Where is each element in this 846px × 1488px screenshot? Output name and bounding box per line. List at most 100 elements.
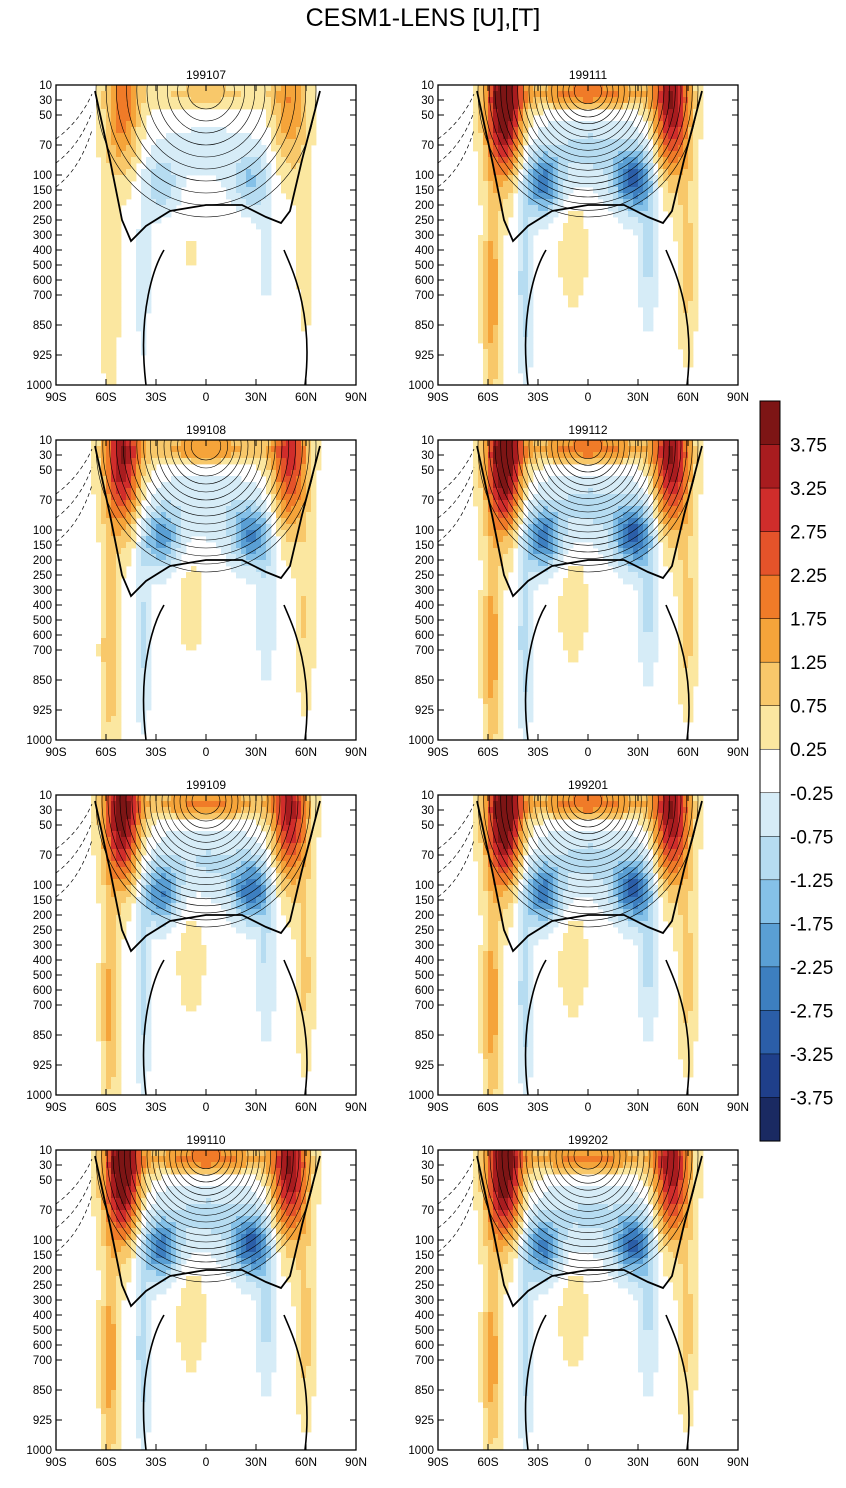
colorbar-swatch (759, 618, 781, 663)
colorbar-swatch (759, 836, 781, 881)
y-tick-label: 600 (33, 630, 52, 642)
y-tick-label: 1000 (26, 1090, 52, 1102)
panel-199108: 199108 10 30 50 70 100 150 200 250 300 400 500 600 70… (26, 423, 367, 759)
temperature-shading (56, 85, 356, 385)
y-tick-label: 30 (39, 805, 52, 817)
y-tick-label: 600 (415, 1340, 434, 1352)
panel-199110: 199110 10 30 50 70 100 150 200 250 300 400 500 600 70… (26, 1133, 367, 1469)
y-tick-label: 400 (415, 245, 434, 257)
y-tick-label: 100 (415, 170, 434, 182)
y-tick-label: 1000 (26, 1445, 52, 1457)
panel-title: 199111 (569, 68, 608, 82)
colorbar-swatch (759, 966, 781, 1011)
y-tick-label: 500 (33, 615, 52, 627)
x-tick-label: 0 (585, 1455, 592, 1469)
y-tick-label: 700 (415, 1000, 434, 1012)
colorbar-swatch (759, 444, 781, 489)
x-tick-label: 60N (677, 390, 699, 404)
x-tick-label: 90N (345, 1455, 367, 1469)
y-tick-label: 70 (421, 495, 434, 507)
colorbar-label: -1.75 (790, 914, 833, 935)
y-tick-label: 100 (33, 170, 52, 182)
y-tick-label: 100 (415, 880, 434, 892)
x-tick-label: 90S (45, 390, 66, 404)
y-tick-label: 850 (33, 675, 52, 687)
y-tick-label: 250 (33, 925, 52, 937)
colorbar-label: 3.75 (790, 436, 827, 457)
y-tick-label: 100 (415, 1235, 434, 1247)
x-tick-label: 90S (45, 1455, 66, 1469)
y-tick-label: 925 (33, 1060, 52, 1072)
x-tick-label: 90N (727, 1100, 749, 1114)
y-tick-label: 500 (33, 260, 52, 272)
wind-contours (56, 440, 321, 740)
y-tick-label: 600 (33, 1340, 52, 1352)
y-tick-label: 300 (415, 585, 434, 597)
y-tick-label: 700 (415, 645, 434, 657)
y-tick-label: 600 (415, 630, 434, 642)
colorbar-swatch (759, 748, 781, 794)
y-tick-label: 400 (33, 1310, 52, 1322)
y-tick-label: 100 (33, 525, 52, 537)
figure-title: CESM1-LENS [U],[T] (305, 4, 541, 32)
x-tick-label: 60S (95, 1455, 116, 1469)
x-tick-label: 30N (627, 390, 649, 404)
y-tick-label: 1000 (408, 1090, 434, 1102)
y-tick-label: 30 (421, 450, 434, 462)
y-tick-label: 10 (39, 80, 52, 92)
wind-contours (438, 795, 703, 1095)
x-tick-label: 30S (145, 390, 166, 404)
y-tick-label: 200 (33, 200, 52, 212)
y-tick-label: 700 (33, 1000, 52, 1012)
panel-grid: 1991071030507010015020025030040050060070… (26, 68, 749, 1469)
y-tick-label: 150 (33, 185, 52, 197)
y-tick-label: 850 (415, 1030, 434, 1042)
x-tick-label: 90N (345, 390, 367, 404)
y-tick-label: 70 (39, 850, 52, 862)
y-tick-label: 50 (39, 820, 52, 832)
y-tick-label: 250 (33, 570, 52, 582)
y-tick-label: 50 (39, 110, 52, 122)
y-tick-label: 1000 (408, 1445, 434, 1457)
y-tick-label: 50 (421, 820, 434, 832)
y-tick-label: 70 (39, 495, 52, 507)
y-tick-label: 250 (415, 570, 434, 582)
y-tick-label: 700 (415, 1355, 434, 1367)
x-tick-label: 90N (727, 745, 749, 759)
y-tick-label: 1000 (26, 735, 52, 747)
y-tick-label: 925 (415, 1415, 434, 1427)
y-tick-label: 925 (33, 705, 52, 717)
y-tick-label: 10 (421, 435, 434, 447)
y-tick-label: 200 (415, 200, 434, 212)
panel-title: 199108 (186, 423, 226, 437)
x-tick-label: 60N (295, 390, 317, 404)
colorbar-label: -2.25 (790, 958, 833, 979)
y-tick-label: 200 (33, 1265, 52, 1277)
y-tick-label: 10 (39, 435, 52, 447)
x-tick-label: 60N (295, 1455, 317, 1469)
y-tick-label: 700 (33, 290, 52, 302)
colorbar-label: -0.75 (790, 827, 833, 848)
y-tick-label: 150 (415, 540, 434, 552)
x-tick-label: 90S (45, 1100, 66, 1114)
x-tick-label: 30S (145, 745, 166, 759)
y-tick-label: 500 (415, 260, 434, 272)
colorbar-label: -3.25 (790, 1045, 833, 1066)
panel-title: 199202 (568, 1133, 608, 1147)
y-tick-label: 1000 (408, 380, 434, 392)
y-tick-label: 50 (421, 110, 434, 122)
colorbar-label: 1.25 (790, 653, 827, 674)
y-tick-label: 250 (415, 1280, 434, 1292)
x-tick-label: 30S (527, 745, 548, 759)
y-tick-label: 300 (415, 230, 434, 242)
colorbar-swatch (759, 661, 781, 707)
x-tick-label: 0 (585, 1100, 592, 1114)
x-tick-label: 30N (245, 745, 267, 759)
panel-title: 199107 (186, 68, 226, 82)
y-tick-label: 300 (33, 585, 52, 597)
y-tick-label: 925 (415, 1060, 434, 1072)
temperature-shading (56, 795, 356, 1095)
y-tick-label: 100 (33, 880, 52, 892)
panel-199109: 199109 10 30 50 70 100 150 200 250 300 400 500 600 70… (26, 778, 367, 1114)
